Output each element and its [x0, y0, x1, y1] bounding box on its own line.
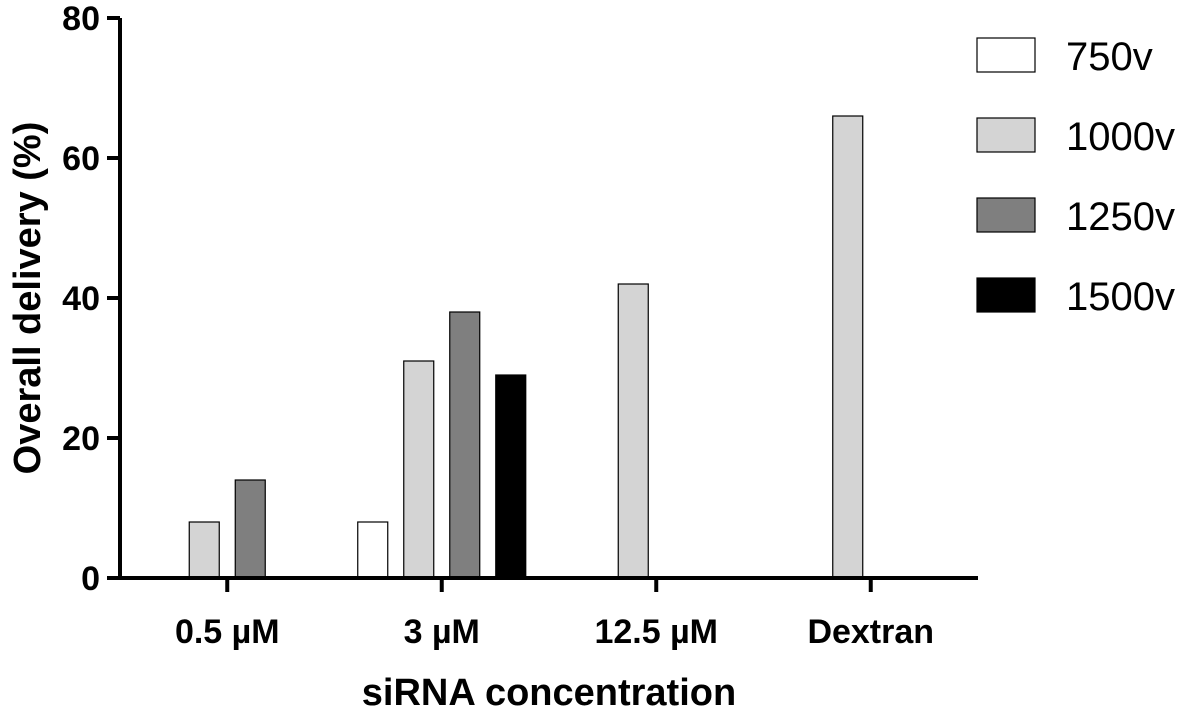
y-tick-label: 80 [62, 0, 100, 38]
y-ticks-group: 0 20 40 60 80 [62, 0, 120, 598]
bar-1000v-2 [403, 360, 435, 579]
bar-1250v-1 [234, 479, 266, 579]
bar-1500v-2 [495, 374, 527, 579]
bars-group [188, 115, 864, 579]
legend-swatch-1250v [976, 197, 1036, 233]
x-ticks-group: 0.5 µM 3 µM 12.5 µM Dextran [175, 578, 934, 651]
x-tick-label: 0.5 µM [175, 613, 280, 651]
y-tick-label: 60 [62, 140, 100, 178]
legend-swatch-1500v [976, 277, 1036, 313]
legend-swatch-1000v [976, 117, 1036, 153]
legend-swatch-750v [976, 37, 1036, 73]
legend-label-1000v: 1000v [1066, 115, 1175, 159]
bar-1000v-1 [188, 521, 220, 579]
legend-label-1250v: 1250v [1066, 195, 1175, 239]
bar-1000v-3 [617, 283, 649, 579]
y-tick-label: 40 [62, 280, 100, 318]
bar-750v-2 [357, 521, 389, 579]
x-tick-label: 12.5 µM [594, 613, 718, 651]
legend-label-1500v: 1500v [1066, 275, 1175, 319]
bar-1000v-4 [832, 115, 864, 579]
x-tick-label: Dextran [807, 613, 934, 651]
y-tick-label: 20 [62, 420, 100, 458]
x-axis-title: siRNA concentration [362, 672, 736, 714]
bar-1250v-2 [449, 311, 481, 579]
legend-label-750v: 750v [1066, 35, 1153, 79]
y-tick-label: 0 [81, 560, 100, 598]
y-axis-title: Overall delivery (%) [7, 122, 49, 475]
x-tick-label: 3 µM [404, 613, 480, 651]
legend: 750v 1000v 1250v 1500v [976, 35, 1175, 319]
